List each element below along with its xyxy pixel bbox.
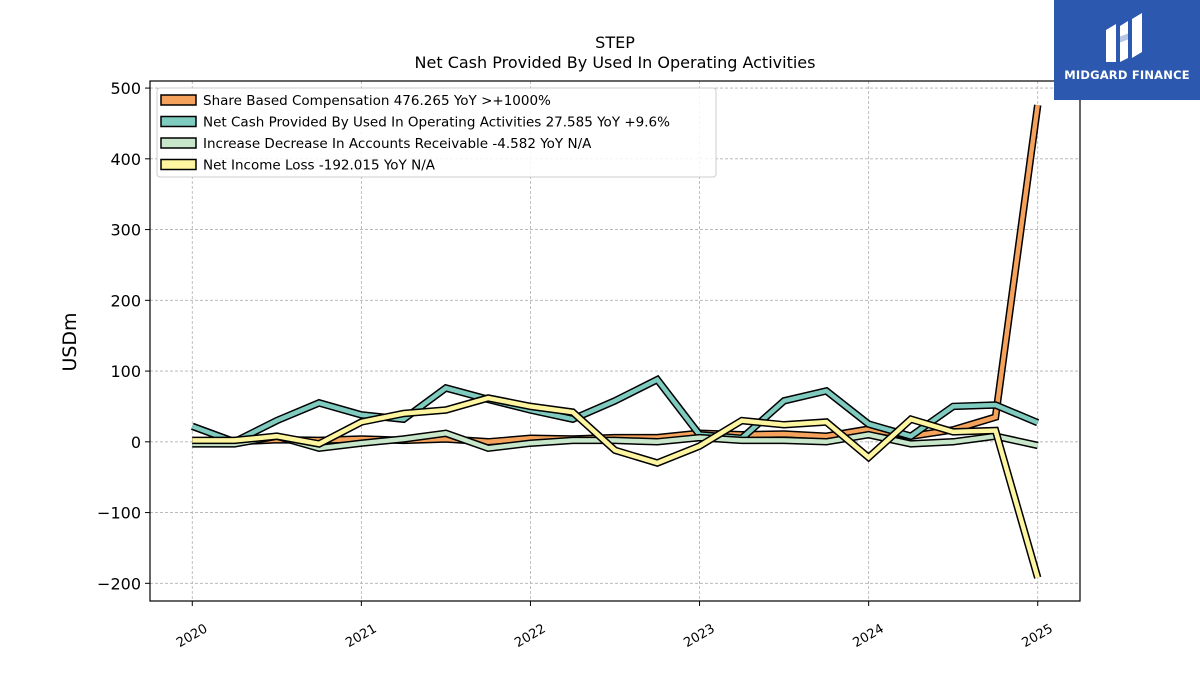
y-tick-label: −200 bbox=[97, 574, 141, 593]
midgard-logo-icon bbox=[1106, 13, 1142, 62]
y-axis-label: USDm bbox=[59, 312, 81, 371]
y-tick-label: 500 bbox=[110, 79, 141, 98]
x-tick-label: 2025 bbox=[1020, 621, 1056, 651]
plot-frame bbox=[149, 80, 1081, 602]
legend-swatch-1 bbox=[160, 94, 197, 106]
series-lines bbox=[191, 104, 1042, 579]
x-tick-label: 2020 bbox=[174, 621, 210, 651]
legend-label-4: Net Income Loss -192.015 YoY N/A bbox=[203, 158, 436, 174]
legend-label-3: Increase Decrease In Accounts Receivable… bbox=[203, 136, 592, 152]
series-outline-4 bbox=[192, 394, 1042, 579]
y-tick-label: 400 bbox=[110, 150, 141, 169]
y-tick-label: −100 bbox=[97, 504, 141, 523]
legend-swatch-3 bbox=[160, 137, 197, 149]
series-line-4 bbox=[192, 395, 1040, 579]
legend-swatch-4 bbox=[160, 158, 197, 171]
y-tick-label: 300 bbox=[110, 221, 141, 240]
chart-title: STEP bbox=[595, 33, 635, 52]
y-tick-label: 100 bbox=[110, 362, 141, 381]
brand-logo-text: MIDGARD FINANCE bbox=[1064, 68, 1190, 82]
chart-subtitle: Net Cash Provided By Used In Operating A… bbox=[415, 53, 816, 72]
y-tick-label: 200 bbox=[110, 291, 141, 310]
legend-swatch-2 bbox=[160, 115, 197, 128]
legend-label-1: Share Based Compensation 476.265 YoY >+1… bbox=[203, 93, 551, 109]
x-tick-label: 2021 bbox=[343, 621, 379, 651]
series-line-3 bbox=[192, 430, 1039, 451]
legend: Share Based Compensation 476.265 YoY >+1… bbox=[156, 87, 717, 178]
brand-logo: MIDGARD FINANCE bbox=[1054, 0, 1200, 100]
series-outline-2 bbox=[191, 374, 1040, 446]
legend-box bbox=[156, 87, 717, 178]
y-tick-label: 0 bbox=[131, 433, 141, 452]
legend-label-2: Net Cash Provided By Used In Operating A… bbox=[203, 115, 670, 131]
x-tick-label: 2024 bbox=[850, 621, 886, 651]
x-tick-label: 2022 bbox=[512, 621, 548, 651]
x-tick-label: 2023 bbox=[681, 621, 717, 651]
